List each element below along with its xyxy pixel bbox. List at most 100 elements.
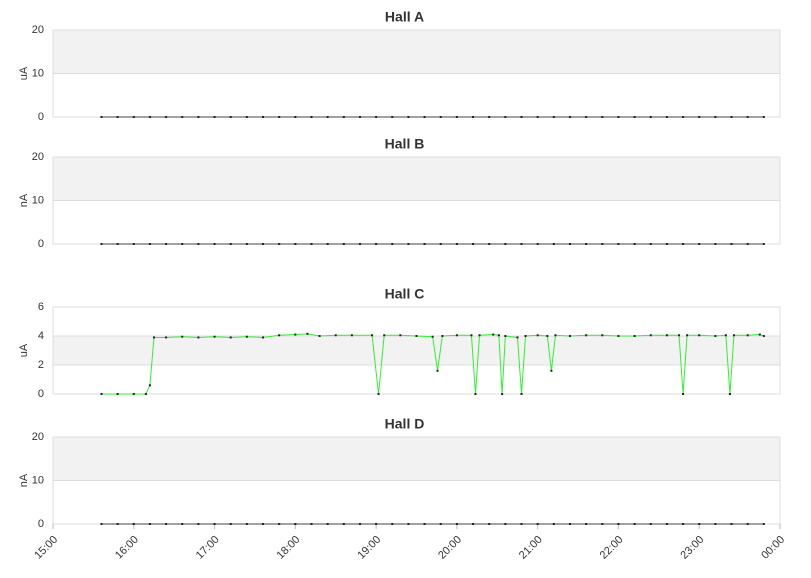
- data-point: [682, 523, 685, 525]
- data-point: [504, 243, 507, 245]
- x-tick-label: 18:00: [275, 534, 303, 562]
- data-point: [536, 243, 539, 245]
- data-point: [520, 243, 523, 245]
- data-point: [245, 523, 248, 525]
- data-point: [165, 336, 168, 339]
- data-point: [520, 393, 523, 395]
- data-point: [165, 116, 168, 118]
- data-point: [213, 523, 216, 525]
- data-point: [229, 243, 232, 245]
- data-point: [148, 523, 151, 525]
- data-point: [439, 116, 442, 118]
- data-point: [520, 523, 523, 525]
- data-point: [294, 243, 297, 245]
- data-point: [144, 393, 147, 395]
- data-point: [455, 243, 458, 245]
- data-point: [665, 243, 668, 245]
- data-point: [601, 243, 604, 245]
- data-point: [326, 116, 329, 118]
- data-point: [524, 335, 527, 337]
- data-point: [455, 334, 458, 337]
- y-axis-label: uA: [18, 343, 30, 357]
- y-tick-label: 0: [38, 111, 44, 123]
- data-point: [245, 335, 248, 338]
- data-point: [423, 243, 426, 245]
- data-point: [536, 334, 539, 337]
- data-point: [724, 334, 727, 337]
- data-point: [375, 523, 378, 525]
- data-point: [497, 334, 500, 337]
- data-point: [617, 523, 620, 525]
- data-point: [148, 384, 151, 387]
- data-point: [714, 523, 717, 525]
- data-point: [407, 523, 410, 525]
- data-point: [181, 243, 184, 245]
- data-point: [714, 335, 717, 337]
- data-point: [554, 334, 557, 337]
- data-point: [439, 243, 442, 245]
- data-point: [552, 243, 555, 245]
- data-point: [649, 116, 652, 118]
- data-point: [342, 243, 345, 245]
- data-point: [698, 116, 701, 118]
- data-point: [100, 116, 103, 118]
- data-point: [310, 243, 313, 245]
- data-point: [407, 116, 410, 118]
- data-point: [116, 523, 119, 525]
- data-point: [294, 116, 297, 118]
- data-point: [310, 116, 313, 118]
- data-point: [552, 523, 555, 525]
- data-point: [181, 335, 184, 338]
- data-point: [746, 243, 749, 245]
- data-point: [516, 336, 519, 339]
- data-point: [229, 116, 232, 118]
- data-point: [568, 523, 571, 525]
- data-point: [478, 334, 481, 337]
- chart-title: Hall D: [385, 416, 425, 432]
- data-point: [132, 523, 135, 525]
- data-point: [326, 243, 329, 245]
- data-point: [633, 523, 636, 525]
- chart-title: Hall C: [385, 286, 425, 302]
- data-point: [132, 243, 135, 245]
- data-point: [762, 523, 765, 525]
- data-point: [262, 116, 265, 118]
- data-point: [116, 116, 119, 118]
- data-point: [585, 334, 588, 337]
- series-line: [101, 333, 765, 395]
- y-tick-label: 0: [38, 388, 44, 400]
- data-point: [229, 336, 232, 339]
- data-point: [617, 116, 620, 118]
- data-point: [682, 393, 685, 395]
- y-tick-label: 6: [38, 301, 44, 313]
- data-point: [455, 523, 458, 525]
- data-point: [310, 523, 313, 525]
- data-point: [746, 523, 749, 525]
- y-tick-label: 2: [38, 359, 44, 371]
- data-point: [375, 116, 378, 118]
- data-point: [181, 116, 184, 118]
- data-point: [371, 334, 374, 337]
- data-point: [585, 116, 588, 118]
- data-point: [391, 243, 394, 245]
- data-point: [358, 523, 361, 525]
- grid-band: [53, 437, 780, 481]
- data-point: [686, 334, 689, 337]
- x-tick-label: 22:00: [598, 534, 626, 562]
- data-point: [504, 116, 507, 118]
- chart-title: Hall B: [385, 136, 425, 152]
- y-tick-label: 10: [32, 474, 44, 486]
- data-point: [601, 523, 604, 525]
- data-point: [730, 243, 733, 245]
- data-point: [213, 335, 216, 338]
- data-point: [116, 243, 119, 245]
- data-point: [441, 335, 444, 337]
- y-tick-label: 20: [32, 151, 44, 163]
- y-axis-label: nA: [18, 473, 30, 487]
- data-point: [501, 393, 504, 395]
- data-point: [665, 334, 668, 337]
- data-point: [649, 523, 652, 525]
- data-point: [665, 116, 668, 118]
- data-point: [601, 334, 604, 337]
